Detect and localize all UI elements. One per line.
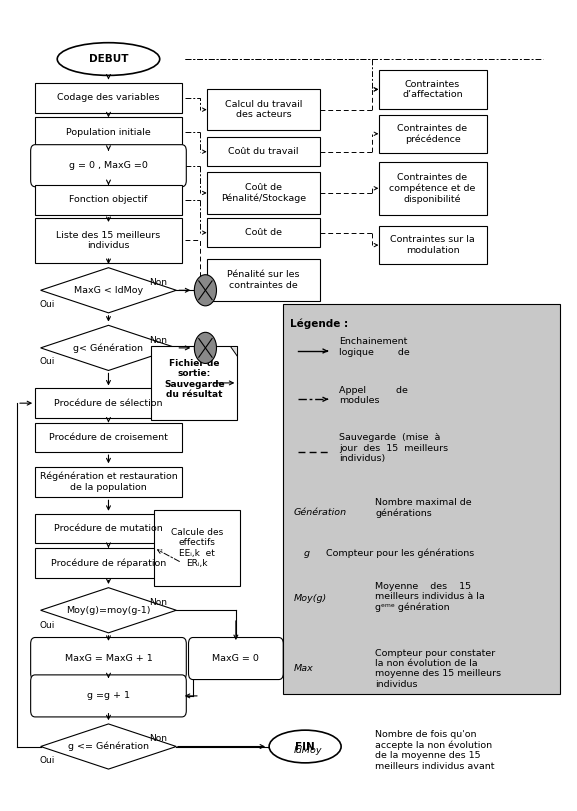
Text: Calcul du travail
des acteurs: Calcul du travail des acteurs (225, 100, 302, 119)
Text: Population initiale: Population initiale (66, 127, 151, 137)
FancyBboxPatch shape (35, 84, 182, 113)
Text: Procédure de mutation: Procédure de mutation (54, 524, 163, 533)
Text: Nombre de fois qu'on
accepte la non évolution
de la moyenne des 15
meilleurs ind: Nombre de fois qu'on accepte la non évol… (376, 730, 495, 770)
Text: DEBUT: DEBUT (89, 54, 128, 64)
Text: Moyenne    des    15
meilleurs individus à la
gᵉᵐᵉ génération: Moyenne des 15 meilleurs individus à la … (376, 581, 485, 612)
FancyBboxPatch shape (283, 304, 560, 693)
Text: Coût du travail: Coût du travail (228, 147, 299, 157)
Polygon shape (40, 325, 177, 371)
Text: Fichier de
sortie:
Sauvegarde
du résultat: Fichier de sortie: Sauvegarde du résulta… (164, 359, 224, 399)
Text: Enchainement
logique        de: Enchainement logique de (339, 337, 410, 357)
Polygon shape (40, 724, 177, 769)
FancyBboxPatch shape (31, 675, 186, 717)
Text: Codage des variables: Codage des variables (57, 93, 160, 102)
FancyBboxPatch shape (35, 548, 182, 577)
Text: Max: Max (294, 664, 314, 673)
FancyBboxPatch shape (31, 637, 186, 680)
FancyBboxPatch shape (154, 510, 240, 586)
Text: Sauvegarde  (mise  à
jour  des  15  meilleurs
individus): Sauvegarde (mise à jour des 15 meilleurs… (339, 433, 448, 463)
Text: Moy(g): Moy(g) (294, 594, 327, 603)
FancyBboxPatch shape (379, 114, 486, 153)
FancyBboxPatch shape (379, 71, 486, 109)
FancyBboxPatch shape (379, 226, 486, 264)
FancyBboxPatch shape (207, 137, 320, 166)
Text: g: g (304, 549, 309, 558)
FancyBboxPatch shape (207, 172, 320, 213)
Text: MaxG = 0: MaxG = 0 (212, 654, 259, 663)
Text: Oui: Oui (40, 300, 55, 309)
FancyBboxPatch shape (207, 218, 320, 247)
Text: Procédure de sélection: Procédure de sélection (54, 399, 163, 408)
Text: Compteur pour constater
la non évolution de la
moyenne des 15 meilleurs
individu: Compteur pour constater la non évolution… (376, 649, 501, 689)
Text: Coût de
Pénalité/Stockage: Coût de Pénalité/Stockage (221, 183, 306, 203)
FancyBboxPatch shape (207, 89, 320, 131)
Text: Contraintes sur la
modulation: Contraintes sur la modulation (390, 235, 475, 255)
Text: Procédure de réparation: Procédure de réparation (51, 558, 166, 568)
Circle shape (194, 333, 216, 363)
Ellipse shape (57, 43, 160, 75)
Text: Pénalité sur les
contraintes de: Pénalité sur les contraintes de (227, 270, 300, 290)
FancyBboxPatch shape (35, 513, 182, 543)
Text: Contraintes de
précédence: Contraintes de précédence (398, 124, 467, 144)
Text: Liste des 15 meilleurs
individus: Liste des 15 meilleurs individus (57, 231, 160, 250)
Text: Moy(g)=moy(g-1): Moy(g)=moy(g-1) (66, 606, 151, 615)
Ellipse shape (269, 730, 341, 763)
Text: IdMoy: IdMoy (294, 746, 323, 755)
FancyBboxPatch shape (35, 388, 182, 418)
Text: MaxG < IdMoy: MaxG < IdMoy (74, 285, 143, 294)
Text: Contraintes de
compétence et de
disponibilité: Contraintes de compétence et de disponib… (389, 173, 475, 204)
Text: Contraintes
d’affectation: Contraintes d’affectation (402, 79, 463, 99)
Text: Non: Non (149, 734, 167, 743)
FancyBboxPatch shape (35, 467, 182, 496)
Text: g = 0 , MaxG =0: g = 0 , MaxG =0 (69, 161, 148, 170)
Text: FIN: FIN (295, 741, 315, 752)
Text: Oui: Oui (40, 620, 55, 629)
Text: Appel          de
modules: Appel de modules (339, 386, 409, 405)
FancyBboxPatch shape (207, 260, 320, 301)
Text: Coût de: Coût de (245, 228, 282, 237)
Text: Calcule des
effectifs
EEᵢ,k  et
ERᵢ,k: Calcule des effectifs EEᵢ,k et ERᵢ,k (171, 528, 223, 568)
Text: Non: Non (149, 336, 167, 345)
Text: Fonction objectif: Fonction objectif (69, 195, 148, 204)
Text: Génération: Génération (294, 508, 347, 517)
Text: Oui: Oui (40, 756, 55, 765)
FancyBboxPatch shape (35, 423, 182, 453)
Text: Nombre maximal de
générations: Nombre maximal de générations (376, 498, 472, 518)
Polygon shape (40, 268, 177, 313)
Text: Légende :: Légende : (290, 318, 348, 328)
Polygon shape (40, 588, 177, 633)
Text: MaxG = MaxG + 1: MaxG = MaxG + 1 (65, 654, 152, 663)
Text: Oui: Oui (40, 358, 55, 367)
FancyBboxPatch shape (189, 637, 283, 680)
FancyBboxPatch shape (35, 185, 182, 215)
Text: g =g + 1: g =g + 1 (87, 692, 130, 701)
Polygon shape (230, 346, 237, 356)
FancyBboxPatch shape (35, 118, 182, 147)
Text: Régénération et restauration
de la population: Régénération et restauration de la popul… (40, 472, 177, 491)
Text: Non: Non (149, 278, 167, 287)
Text: g <= Génération: g <= Génération (68, 742, 149, 751)
Circle shape (194, 275, 216, 306)
FancyBboxPatch shape (35, 217, 182, 264)
FancyBboxPatch shape (151, 346, 237, 420)
Text: Procédure de croisement: Procédure de croisement (49, 433, 168, 442)
Text: g< Génération: g< Génération (73, 343, 144, 353)
Text: Non: Non (149, 598, 167, 607)
Text: Compteur pour les générations: Compteur pour les générations (325, 549, 474, 558)
FancyBboxPatch shape (379, 161, 486, 215)
FancyBboxPatch shape (31, 144, 186, 187)
